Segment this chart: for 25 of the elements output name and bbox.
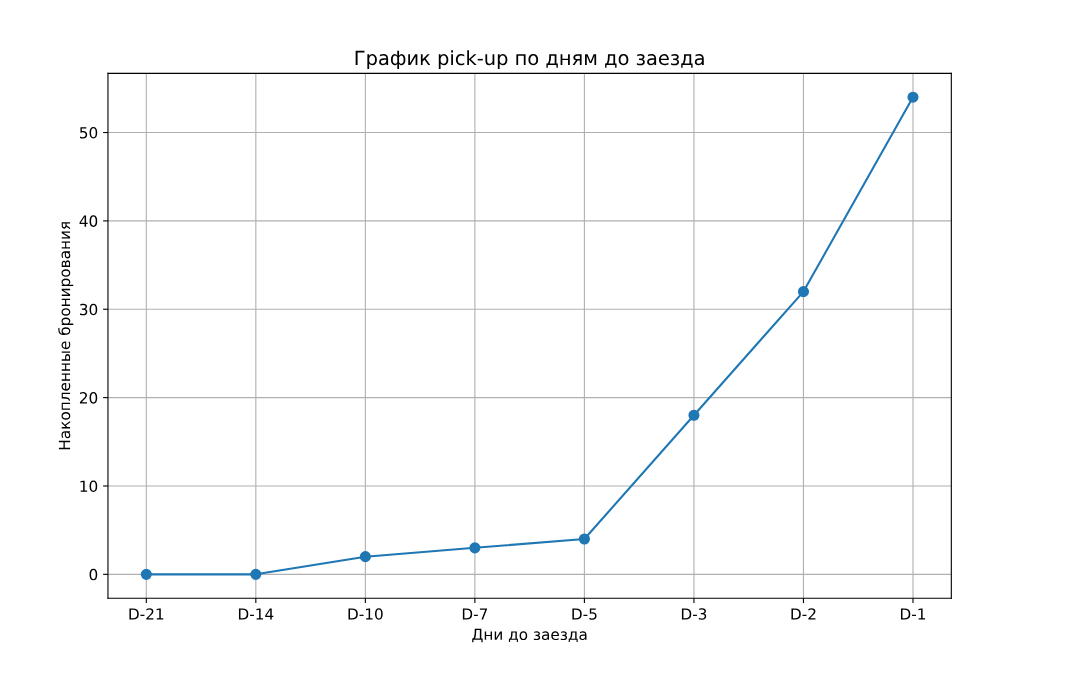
point bbox=[907, 91, 919, 103]
y-axis-title: Накопленные бронирования bbox=[58, 222, 74, 450]
point bbox=[578, 533, 590, 545]
point bbox=[797, 286, 810, 298]
chart-title: График pick-up по дням до заезда bbox=[355, 50, 704, 70]
point bbox=[359, 551, 371, 563]
point bbox=[140, 568, 152, 580]
x-axis-title: Дни до заезда bbox=[472, 628, 587, 643]
y-tick-label: 30 bbox=[79, 303, 98, 316]
x-tick-label: D-21 bbox=[129, 608, 164, 620]
point bbox=[250, 568, 262, 580]
x-tick-label: D-14 bbox=[238, 608, 274, 620]
y-tick-label: 40 bbox=[79, 215, 98, 227]
x-tick-label: D-7 bbox=[462, 608, 488, 620]
point bbox=[469, 542, 481, 554]
point bbox=[688, 409, 700, 421]
y-tick-label: 20 bbox=[79, 392, 98, 404]
x-tick-label: D-2 bbox=[791, 608, 816, 620]
x-tick-label: D-5 bbox=[572, 608, 597, 620]
x-tick-label: D-3 bbox=[681, 608, 707, 620]
y-tick-label: 0 bbox=[89, 568, 98, 581]
y-tick-label: 10 bbox=[80, 480, 98, 492]
x-tick-label: D-10 bbox=[348, 608, 383, 620]
y-tick-label: 50 bbox=[79, 127, 98, 139]
x-tick-label: D-1 bbox=[900, 608, 926, 620]
